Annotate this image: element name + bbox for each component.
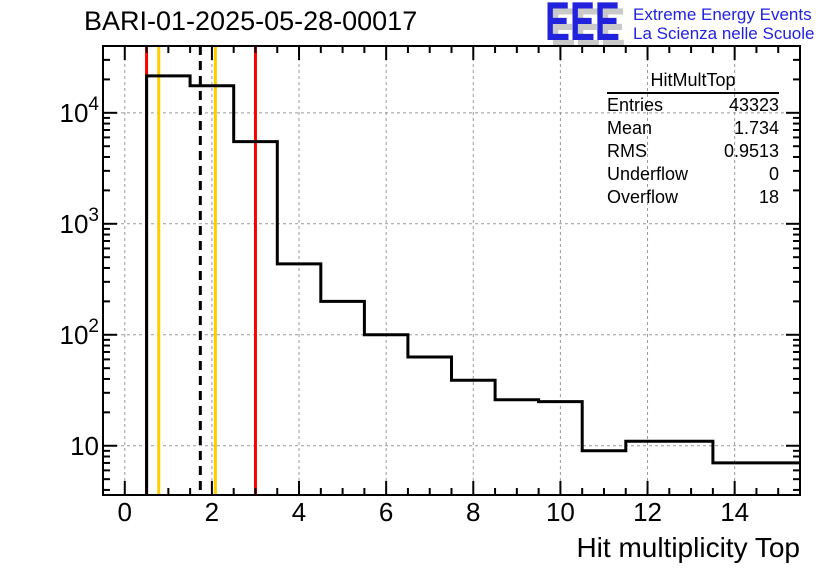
eee-logo-acronym: EEE xyxy=(545,0,620,52)
stats-label: Entries xyxy=(607,95,664,115)
stats-row-overflow: Overflow 18 xyxy=(607,186,779,209)
y-tick-label: 104 xyxy=(60,94,100,128)
eee-logo-text: Extreme Energy Events La Scienza nelle S… xyxy=(633,5,814,43)
stats-row-mean: Mean 1.734 xyxy=(607,117,779,140)
stats-label: RMS xyxy=(607,141,647,161)
stats-title: HitMultTop xyxy=(607,70,779,94)
y-tick-label: 103 xyxy=(60,205,100,239)
stats-row-rms: RMS 0.9513 xyxy=(607,140,779,163)
x-tick-label: 4 xyxy=(292,497,306,527)
x-tick-label: 12 xyxy=(633,497,662,527)
stats-row-entries: Entries 43323 xyxy=(607,94,779,117)
stats-box: HitMultTop Entries 43323 Mean 1.734 RMS … xyxy=(607,70,779,209)
stats-value: 18 xyxy=(758,187,779,207)
eee-logo-line1: Extreme Energy Events xyxy=(633,5,812,24)
page-title: BARI-01-2025-05-28-00017 xyxy=(84,6,418,36)
x-tick-label: 2 xyxy=(205,497,219,527)
x-tick-label: 14 xyxy=(720,497,749,527)
x-tick-label: 0 xyxy=(118,497,132,527)
stats-value: 0.9513 xyxy=(723,141,779,161)
stats-value: 0 xyxy=(768,164,779,184)
y-tick-label: 10 xyxy=(70,431,99,461)
stats-label: Mean xyxy=(607,118,653,138)
stats-label: Overflow xyxy=(607,187,679,207)
x-tick-label: 8 xyxy=(466,497,480,527)
stats-label: Underflow xyxy=(607,164,689,184)
x-tick-label: 10 xyxy=(546,497,575,527)
eee-logo-line2: La Scienza nelle Scuole xyxy=(633,24,815,43)
stats-value: 1.734 xyxy=(733,118,779,138)
stats-value: 43323 xyxy=(728,95,779,115)
stats-row-underflow: Underflow 0 xyxy=(607,163,779,186)
x-tick-label: 6 xyxy=(379,497,393,527)
x-axis-title: Hit multiplicity Top xyxy=(576,532,800,563)
histogram-line xyxy=(145,74,800,495)
y-tick-label: 102 xyxy=(60,316,100,350)
